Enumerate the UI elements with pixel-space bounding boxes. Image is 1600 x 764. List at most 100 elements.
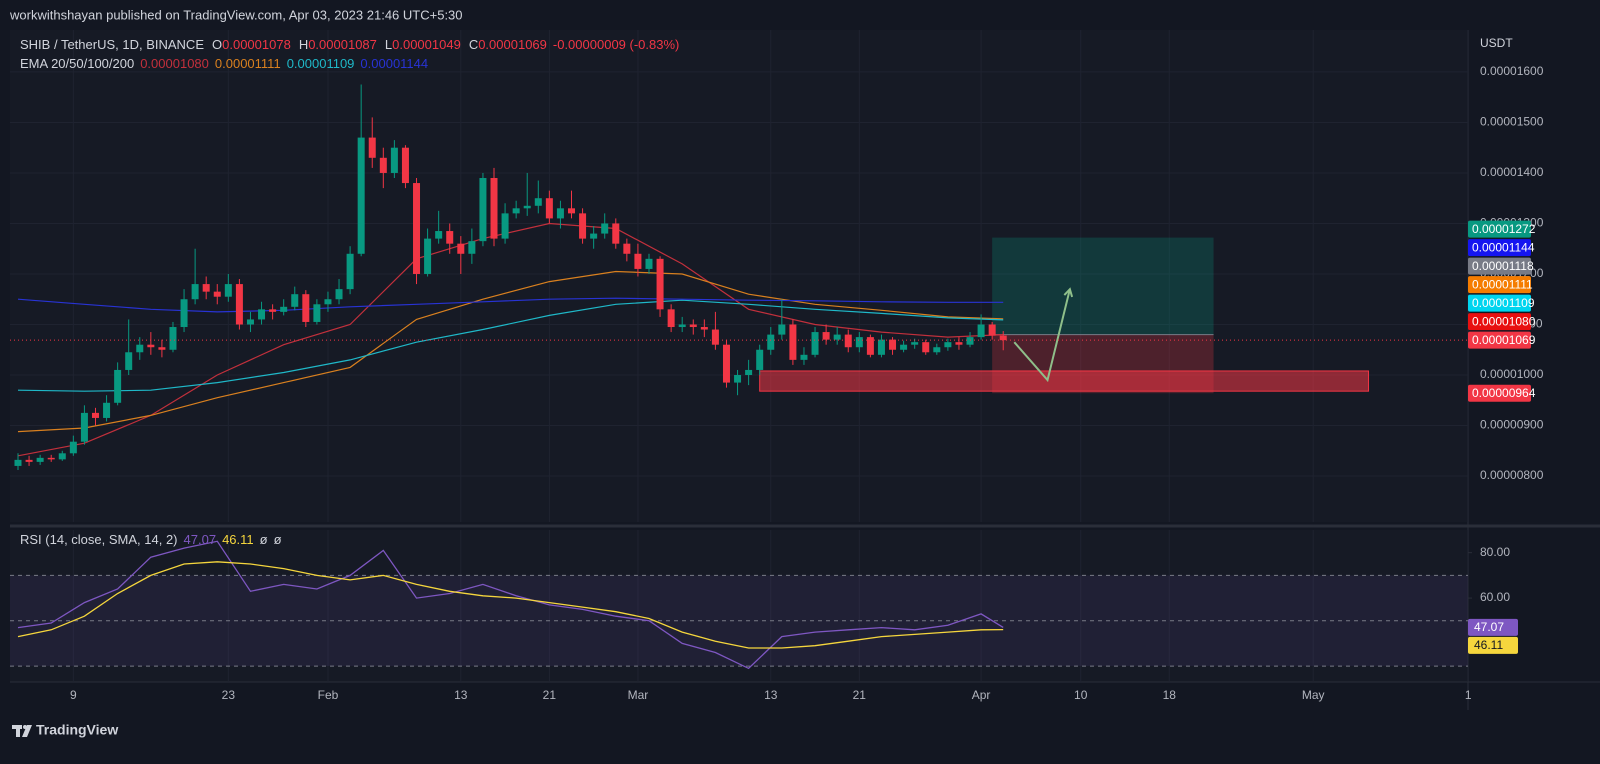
candle-body [58, 453, 66, 460]
y-tick-label: 80.00 [1480, 545, 1510, 559]
x-tick-label: Mar [628, 688, 649, 702]
candle-body [811, 332, 819, 355]
candle-body [346, 253, 354, 290]
ohlc-value: 0.00001049 [392, 37, 461, 52]
ema-value: 0.00001111 [215, 56, 281, 71]
candle-body [468, 241, 476, 254]
rsi-line [17, 561, 1004, 649]
candle-body [579, 213, 587, 239]
x-tick-label: May [1302, 688, 1325, 702]
candle-body [612, 223, 620, 244]
candle-body [689, 324, 697, 328]
price-badge [1468, 294, 1531, 312]
y-tick-label: 0.00000900 [1480, 418, 1544, 432]
candle-body [213, 291, 221, 297]
candle-body [756, 349, 764, 370]
candle-body [457, 243, 465, 254]
symbol-legend: SHIB / TetherUS, 1D, BINANCE O0.00001078 H… [20, 37, 679, 52]
candle-body [800, 354, 808, 360]
rsi-line [17, 540, 1004, 670]
rsi-badge [1468, 618, 1518, 636]
ohlc-value: 0.00001087 [308, 37, 377, 52]
candle-body [103, 402, 111, 418]
candle-body [424, 238, 432, 274]
candle-body [999, 335, 1007, 341]
candle-body [269, 309, 277, 312]
rsi-extra: ø [274, 532, 282, 547]
candle-body [147, 344, 155, 348]
x-tick-label: Apr [972, 688, 991, 702]
ema-value: 0.00001144 [360, 56, 428, 71]
candle-body [833, 334, 841, 340]
candle-body [435, 231, 443, 239]
candle-body [379, 157, 387, 173]
candle-body [988, 324, 996, 336]
price-badge-label: 0.00001080 [1472, 314, 1536, 328]
brand: TradingView [36, 722, 118, 738]
candle-body [80, 412, 88, 442]
price-badge-label: 0.00001109 [1472, 296, 1535, 310]
x-tick-label: 9 [70, 688, 77, 702]
y-tick-label: 0.00001000 [1480, 367, 1544, 381]
candle-body [877, 339, 885, 355]
candle-body [202, 284, 210, 292]
unit: USDT [1480, 36, 1513, 50]
candle-body [944, 342, 952, 348]
ohlc-key: O [212, 37, 222, 52]
candle-body [490, 178, 498, 239]
candle-body [855, 337, 863, 348]
rsi-plot [10, 530, 1468, 682]
candle-body [401, 147, 409, 184]
candle-body [302, 294, 310, 322]
main-pane [10, 30, 1468, 522]
y-tick-label: 60.00 [1480, 590, 1510, 604]
candle-body [734, 375, 742, 383]
rsi-badge-label: 47.07 [1474, 620, 1504, 634]
candle-body [224, 284, 232, 297]
footer-bar [0, 712, 1600, 764]
main-plot [10, 30, 1468, 522]
x-tick-label: Feb [318, 688, 339, 702]
y-tick-label: 0.00001600 [1480, 64, 1544, 78]
candle-body [158, 347, 166, 350]
rsi-pane [10, 530, 1468, 682]
x-tick-label: 1 [1465, 688, 1472, 702]
candle-body [778, 324, 786, 335]
candle-body [512, 208, 520, 214]
candle-body [933, 347, 941, 353]
price-badge [1468, 313, 1531, 331]
ohlc-key: C [469, 37, 478, 52]
candle-body [357, 137, 365, 254]
y-tick-label: 0.00000800 [1480, 468, 1544, 482]
price-badge [1468, 239, 1531, 257]
price-badge-label: 0.00000964 [1472, 386, 1536, 400]
target-zone [992, 237, 1214, 335]
price-badge-label: 0.00001272 [1472, 222, 1536, 236]
candle-body [545, 198, 553, 219]
candle-body [479, 178, 487, 242]
rsi-value: 47.07 [184, 532, 217, 547]
stop-zone [992, 334, 1214, 394]
price-badge-label: 0.00001144 [1472, 240, 1535, 254]
candle-body [767, 334, 775, 350]
candle-body [634, 253, 642, 269]
x-tick-label: 21 [853, 688, 867, 702]
x-tick-label: 10 [1074, 688, 1088, 702]
ema-line [17, 270, 1004, 433]
candle-body [413, 183, 421, 274]
candle-body [390, 147, 398, 173]
price-badge [1468, 331, 1531, 349]
candle-body [922, 342, 930, 353]
candle-body [47, 457, 55, 460]
price-badge [1468, 257, 1531, 275]
candle-body [169, 327, 177, 350]
candle-body [678, 324, 686, 328]
ema-title: EMA 20/50/100/200 [20, 56, 134, 71]
candle-body [745, 369, 753, 376]
change: -0.00000009 (-0.83%) [553, 37, 679, 52]
brand-logo [12, 725, 32, 737]
candle-body [623, 243, 631, 254]
rsi-extra: ø [260, 532, 268, 547]
